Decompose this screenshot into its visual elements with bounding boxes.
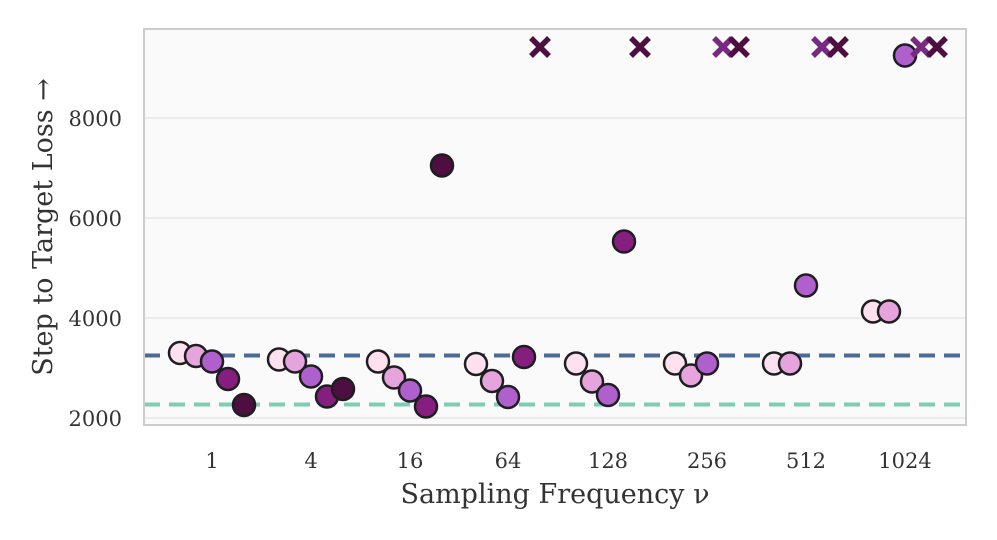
data-point: [282, 349, 308, 374]
diverged-marker: [629, 36, 651, 58]
data-point: [563, 351, 589, 376]
data-point: [579, 369, 605, 394]
data-point: [298, 364, 324, 389]
x-axis-label: Sampling Frequency ν: [400, 479, 709, 510]
grid-lines: [144, 117, 966, 419]
y-tick-label: 4000: [69, 307, 122, 331]
diverged-marker: [910, 36, 932, 58]
x-tick-label: 1: [205, 449, 218, 473]
data-point: [876, 299, 902, 324]
diverged-marker: [811, 36, 833, 58]
x-tick-label: 512: [786, 449, 826, 473]
data-point: [595, 382, 621, 408]
diverged-marker: [827, 36, 849, 58]
y-axis-label: Step to Target Loss →: [28, 78, 59, 376]
x-tick-label: 4: [304, 449, 317, 473]
x-tick-label: 128: [588, 449, 628, 473]
data-point: [413, 394, 439, 419]
x-tick-label: 16: [397, 449, 424, 473]
x-tick-labels: 1 4 16 64 128 256 512 1024: [205, 449, 931, 473]
data-point: [231, 392, 257, 418]
data-point: [611, 229, 637, 254]
data-point: [397, 378, 423, 403]
diverged-marker: [529, 36, 551, 58]
diverged-marker: [926, 36, 948, 58]
data-points: [167, 36, 948, 419]
data-point: [199, 349, 225, 374]
y-tick-label: 6000: [69, 207, 122, 231]
data-point: [678, 363, 704, 388]
data-point: [793, 273, 819, 298]
data-point: [215, 366, 241, 392]
plot-frame: [143, 28, 967, 426]
x-tick-label: 1024: [878, 449, 931, 473]
data-point: [694, 351, 720, 376]
y-tick-label: 8000: [69, 107, 122, 131]
y-tick-labels: 2000 4000 6000 8000: [69, 107, 122, 431]
x-tick-label: 64: [495, 449, 522, 473]
diverged-marker: [728, 36, 750, 58]
plot-area: [144, 29, 966, 425]
data-point: [330, 376, 356, 402]
data-point: [495, 384, 521, 410]
y-tick-label: 2000: [69, 407, 122, 431]
diverged-marker: [712, 36, 734, 58]
data-point: [777, 351, 803, 376]
data-point: [365, 349, 391, 374]
data-point: [511, 344, 537, 370]
data-point: [429, 153, 455, 178]
data-point: [463, 351, 489, 377]
x-tick-label: 256: [687, 449, 727, 473]
data-point: [662, 351, 688, 376]
data-point: [479, 368, 505, 394]
data-point: [381, 365, 407, 390]
